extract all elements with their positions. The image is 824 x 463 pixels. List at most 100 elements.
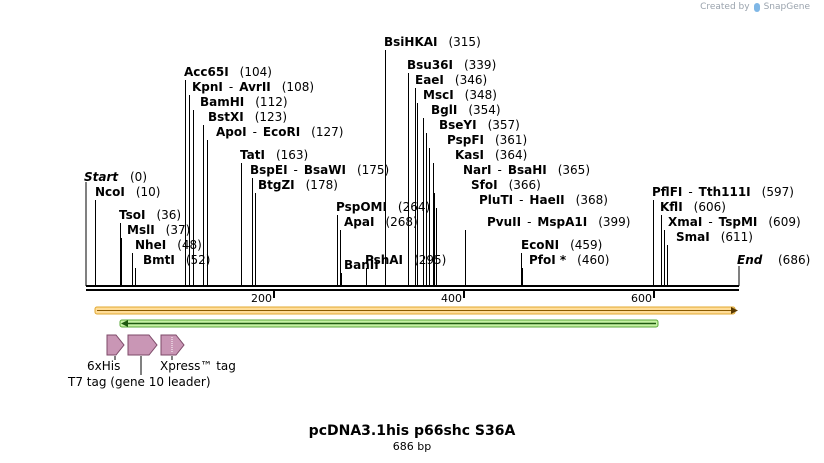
site-position-ncoi: (10) [136, 185, 161, 199]
site-position-pvuii-mspa1i: (399) [598, 215, 630, 229]
map-title: pcDNA3.1his p66shc S36A [308, 423, 516, 439]
site-position-econi: (459) [570, 238, 602, 252]
feature-label-t7-tag: T7 tag (gene 10 leader) [67, 375, 211, 389]
ruler-label-200: 200 [251, 292, 272, 305]
green-feature-arrowhead [121, 320, 128, 327]
site-position-nari-bsahi: (365) [558, 163, 590, 177]
site-name-kpni-avrii-0: KpnI [192, 80, 223, 94]
site-position-smai: (611) [721, 230, 753, 244]
site-position-eaei: (346) [455, 73, 487, 87]
site-name-tati-0: TatI [240, 148, 265, 162]
site-name-ncoi-0: NcoI [95, 185, 125, 199]
site-name-bspei-bsawi-0: BspEI [250, 163, 288, 177]
site-name-msli-0: MslI [127, 223, 155, 237]
site-name-bseyi-0: BseYI [439, 118, 477, 132]
site-name-apai-0: ApaI [344, 215, 374, 229]
ruler-label-400: 400 [441, 292, 462, 305]
site-name-pluti-haeii-0: PluTI [479, 193, 513, 207]
snapgene-name: SnapGene [763, 2, 810, 12]
site-name-sfoi-0: SfoI [471, 178, 498, 192]
created-by-text: Created by [700, 2, 750, 12]
site-name-pluti-haeii-1: HaeII [529, 193, 564, 207]
site-position-apoi-ecori: (127) [311, 125, 343, 139]
site-name-nhei-0: NheI [135, 238, 166, 252]
site-dash-bspei-bsawi: - [294, 163, 298, 177]
site-position-pspfi: (361) [495, 133, 527, 147]
site-position-pluti-haeii: (368) [576, 193, 608, 207]
site-position-btgzi: (178) [306, 178, 338, 192]
site-name-apoi-ecori-0: ApoI [216, 125, 247, 139]
site-dash-pluti-haeii: - [519, 193, 523, 207]
site-position-pshai: (295) [414, 253, 446, 267]
site-position-bamhi: (112) [255, 95, 287, 109]
site-name-pflfi-tth111i-0: PflFI [652, 185, 682, 199]
start-position: (0) [130, 170, 147, 184]
his-tag-arrow [106, 334, 125, 356]
site-name-bgli-0: BglI [431, 103, 457, 117]
site-position-xmai-tspmi: (609) [768, 215, 800, 229]
site-name-xmai-tspmi-1: TspMI [719, 215, 758, 229]
site-dash-apoi-ecori: - [253, 125, 257, 139]
site-name-kfli-0: KflI [660, 200, 683, 214]
site-name-bamhi-0: BamHI [200, 95, 244, 109]
site-position-msci: (348) [465, 88, 497, 102]
site-name-pspfi-0: PspFI [447, 133, 484, 147]
site-position-pfoi: (460) [577, 253, 609, 267]
site-name-banii-0: BanII [344, 258, 379, 272]
site-position-bstxi: (123) [255, 110, 287, 124]
start-label: Start [84, 170, 119, 184]
site-name-pspomi-0: PspOMI [336, 200, 387, 214]
t7-tag-arrow [127, 334, 158, 356]
site-position-kfli: (606) [694, 200, 726, 214]
end-label: End [737, 253, 763, 267]
site-name-pvuii-mspa1i-0: PvuII [487, 215, 521, 229]
site-position-kpni-avrii: (108) [282, 80, 314, 94]
site-name-xmai-tspmi-0: XmaI [668, 215, 702, 229]
site-name-bmti-0: BmtI [143, 253, 175, 267]
site-dash-kpni-avrii: - [229, 80, 233, 94]
snapgene-logo-icon [753, 2, 761, 12]
site-name-bspei-bsawi-1: BsaWI [304, 163, 346, 177]
site-position-tsoi: (36) [156, 208, 181, 222]
site-dash-pflfi-tth111i: - [688, 185, 692, 199]
site-name-apoi-ecori-1: EcoRI [263, 125, 300, 139]
site-name-kasi-0: KasI [455, 148, 484, 162]
site-position-bgli: (354) [468, 103, 500, 117]
site-name-bsihkai-0: BsiHKAI [384, 35, 438, 49]
site-name-bstxi-0: BstXI [208, 110, 244, 124]
site-position-pspomi: (264) [398, 200, 430, 214]
site-name-eaei-0: EaeI [415, 73, 444, 87]
site-name-econi-0: EcoNI [521, 238, 559, 252]
site-dash-pvuii-mspa1i: - [527, 215, 531, 229]
site-name-pflfi-tth111i-1: Tth111I [699, 185, 751, 199]
site-name-acc65i-0: Acc65I [184, 65, 229, 79]
site-position-sfoi: (366) [509, 178, 541, 192]
site-name-pvuii-mspa1i-1: MspA1I [537, 215, 587, 229]
site-position-bsu36i: (339) [464, 58, 496, 72]
site-position-kasi: (364) [495, 148, 527, 162]
site-name-msci-0: MscI [423, 88, 454, 102]
site-position-msli: (37) [166, 223, 191, 237]
site-position-bmti: (52) [186, 253, 211, 267]
site-position-pflfi-tth111i: (597) [762, 185, 794, 199]
orange-feature-arrowhead [731, 307, 738, 314]
site-name-nari-bsahi-0: NarI [463, 163, 492, 177]
site-position-bspei-bsawi: (175) [357, 163, 389, 177]
site-position-bseyi: (357) [488, 118, 520, 132]
site-name-pfoi-0: PfoI * [529, 253, 567, 267]
map-length: 686 bp [392, 440, 432, 453]
site-name-nari-bsahi-1: BsaHI [508, 163, 547, 177]
site-position-bsihkai: (315) [448, 35, 480, 49]
site-position-tati: (163) [276, 148, 308, 162]
site-dash-nari-bsahi: - [498, 163, 502, 177]
site-position-apai: (268) [385, 215, 417, 229]
site-name-bsu36i-0: Bsu36I [407, 58, 453, 72]
snapgene-branding: Created by SnapGene [700, 2, 810, 12]
ruler-label-600: 600 [631, 292, 652, 305]
site-position-acc65i: (104) [240, 65, 272, 79]
feature-label-xpress-tag: Xpress™ tag [160, 359, 236, 373]
site-name-tsoi-0: TsoI [119, 208, 145, 222]
end-position: (686) [778, 253, 810, 267]
